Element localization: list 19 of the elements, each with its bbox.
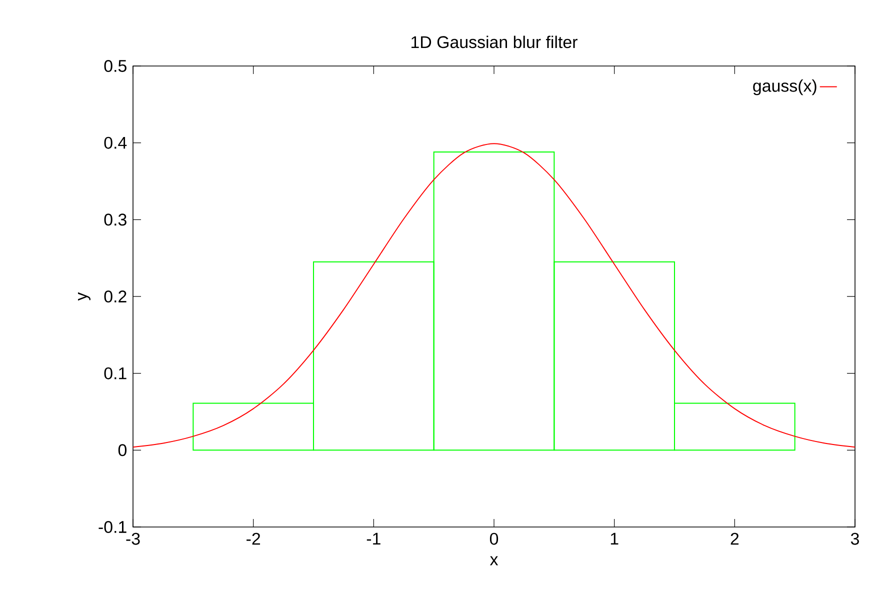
x-tick-label: -1 [366, 532, 380, 544]
x-axis-title: x [490, 556, 498, 566]
x-tick-label: -3 [126, 532, 140, 545]
line-series [133, 143, 856, 448]
y-tick-label: -0.1 [98, 520, 126, 533]
x-tick-label: 2 [730, 532, 739, 545]
y-tick-label: 0.3 [104, 214, 126, 226]
y-tick-label: 0 [118, 444, 127, 456]
y-tick-label: 0.2 [104, 290, 126, 302]
y-tick-label: 0.1 [104, 367, 126, 380]
y-axis-title: y [78, 292, 90, 301]
y-tick-label: 0.5 [104, 60, 126, 72]
chart-title: 1D Gaussian blur filter [412, 36, 578, 48]
x-tick-label: 3 [850, 532, 859, 545]
legend-label: gauss(x) [753, 79, 816, 96]
y-tick-label: 0.4 [104, 136, 127, 149]
x-tick-label: -2 [246, 532, 260, 545]
x-tick-label: 1 [610, 532, 618, 544]
x-tick-label: 0 [490, 532, 498, 545]
